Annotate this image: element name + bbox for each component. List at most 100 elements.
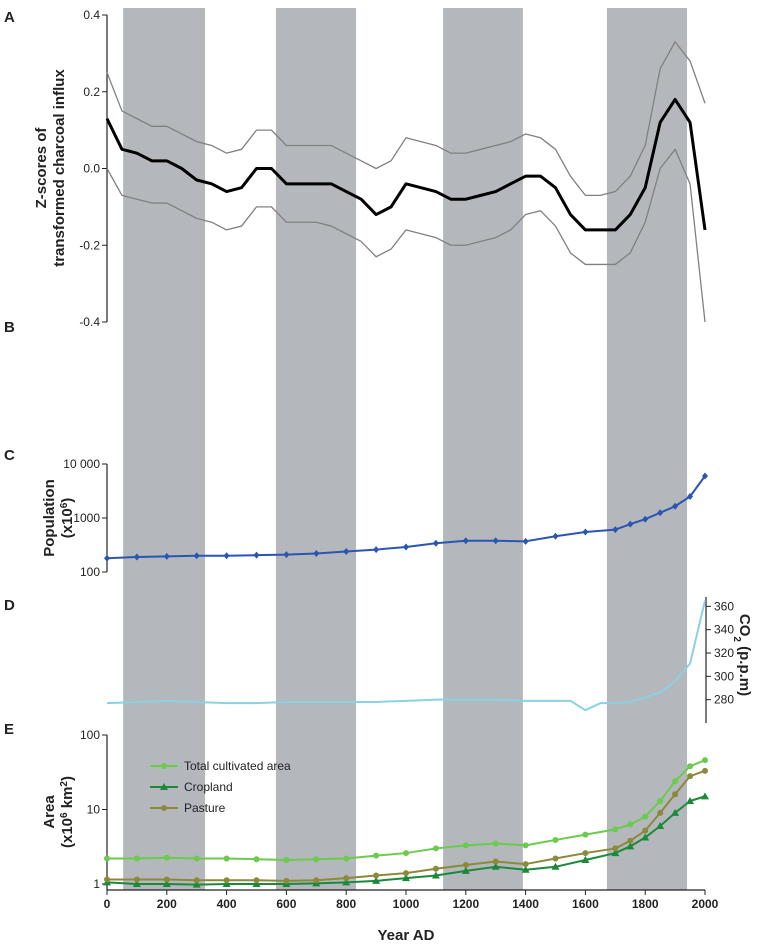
point bbox=[687, 773, 694, 780]
point bbox=[162, 879, 171, 887]
series-line bbox=[106, 41, 706, 197]
y-tick-label: 0.4 bbox=[83, 8, 100, 22]
x-tick-label: 200 bbox=[157, 897, 177, 911]
y-tick-label: 0.2 bbox=[83, 85, 100, 99]
point bbox=[163, 876, 170, 883]
point bbox=[462, 537, 469, 545]
point bbox=[193, 855, 200, 862]
point bbox=[402, 874, 410, 882]
point bbox=[163, 552, 170, 560]
point bbox=[163, 854, 170, 861]
label-part: km bbox=[59, 787, 76, 813]
point bbox=[431, 871, 440, 879]
point bbox=[702, 472, 708, 480]
point bbox=[283, 856, 290, 863]
point bbox=[582, 831, 589, 838]
point bbox=[552, 532, 559, 540]
x-tick-label: 1800 bbox=[632, 897, 659, 911]
point bbox=[686, 796, 695, 804]
point bbox=[253, 877, 260, 884]
point bbox=[253, 551, 260, 559]
y-tick-label: -0.4 bbox=[79, 315, 100, 329]
panel-label: A bbox=[4, 9, 15, 26]
x-tick-label: 800 bbox=[336, 897, 356, 911]
y-tick-label: 1 bbox=[93, 877, 100, 891]
y-tick-label: 360 bbox=[714, 599, 734, 613]
y-axis-label: (x106) bbox=[59, 498, 77, 539]
series-line bbox=[106, 475, 706, 560]
legend-label: Total cultivated area bbox=[184, 759, 291, 773]
point bbox=[343, 855, 350, 862]
label-part: 2 bbox=[59, 781, 70, 787]
y-tick-label: 100 bbox=[80, 565, 100, 579]
point bbox=[612, 845, 619, 852]
point bbox=[687, 763, 694, 770]
point bbox=[222, 879, 231, 887]
point bbox=[313, 550, 320, 558]
legend-marker bbox=[161, 763, 167, 769]
point bbox=[657, 797, 664, 804]
point bbox=[253, 856, 260, 863]
legend-marker bbox=[160, 783, 168, 790]
legend-marker bbox=[161, 805, 167, 811]
y-axis-label: Population bbox=[41, 479, 58, 557]
y-tick-label: 1000 bbox=[73, 511, 100, 525]
y-tick-label: 340 bbox=[714, 623, 734, 637]
point bbox=[223, 855, 230, 862]
label-part: (x10 bbox=[59, 508, 76, 538]
point bbox=[641, 833, 650, 841]
x-tick-label: 1400 bbox=[512, 897, 539, 911]
point bbox=[521, 865, 530, 873]
point bbox=[403, 850, 409, 857]
label-part: ) bbox=[59, 776, 76, 781]
series-line bbox=[107, 759, 706, 861]
point bbox=[611, 849, 620, 857]
point bbox=[702, 767, 708, 774]
label-part: 6 bbox=[59, 502, 70, 508]
y-axis-label: (x106 km2) bbox=[59, 776, 77, 848]
point bbox=[313, 856, 320, 863]
series-line bbox=[107, 769, 706, 882]
point bbox=[671, 808, 680, 816]
point bbox=[432, 539, 439, 547]
point bbox=[642, 515, 649, 523]
point bbox=[657, 809, 664, 816]
point bbox=[492, 858, 499, 865]
x-tick-label: 1000 bbox=[393, 897, 420, 911]
label-part: 2 bbox=[732, 636, 743, 642]
y-tick-label: 10 bbox=[87, 802, 101, 816]
point bbox=[462, 842, 469, 849]
x-tick-label: 400 bbox=[217, 897, 237, 911]
point bbox=[223, 552, 230, 560]
point bbox=[193, 877, 200, 884]
series-line bbox=[106, 795, 706, 886]
shaded-period bbox=[123, 8, 206, 890]
point bbox=[342, 878, 351, 886]
panel-label: E bbox=[4, 721, 14, 738]
x-axis-label: Year AD bbox=[378, 927, 435, 944]
point bbox=[133, 553, 140, 561]
y-tick-label: 320 bbox=[714, 646, 734, 660]
point bbox=[672, 502, 679, 510]
x-tick-label: 1600 bbox=[572, 897, 599, 911]
point bbox=[672, 778, 679, 785]
label-part: CO bbox=[736, 614, 753, 637]
point bbox=[551, 862, 560, 870]
point bbox=[552, 855, 559, 862]
point bbox=[283, 877, 290, 884]
series-line bbox=[106, 600, 706, 712]
point bbox=[283, 551, 290, 559]
point bbox=[656, 822, 665, 830]
point bbox=[193, 552, 200, 560]
point bbox=[313, 877, 320, 884]
legend-label: Pasture bbox=[184, 801, 226, 815]
point bbox=[373, 852, 380, 859]
y-tick-label: -0.2 bbox=[79, 238, 100, 252]
point bbox=[582, 850, 589, 857]
y-tick-label: 0.0 bbox=[83, 162, 100, 176]
point bbox=[373, 546, 380, 554]
point bbox=[403, 543, 409, 551]
point bbox=[581, 855, 590, 863]
point bbox=[461, 866, 470, 874]
